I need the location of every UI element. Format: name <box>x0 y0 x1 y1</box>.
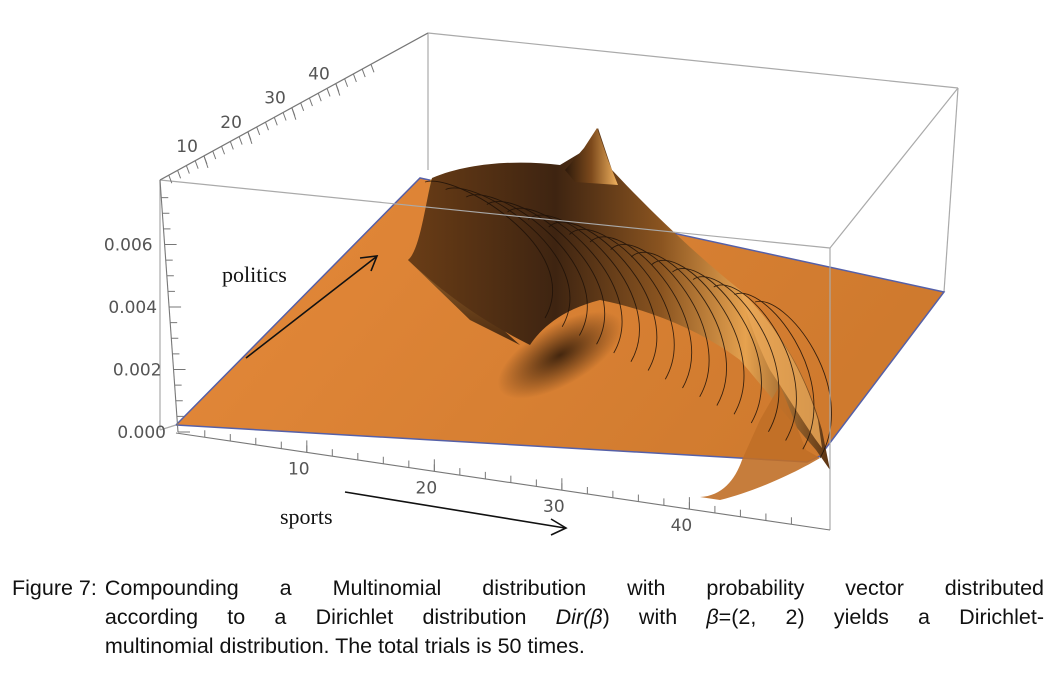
politics-minor-tick <box>168 175 173 184</box>
surface-mesh-line <box>630 251 727 406</box>
politics-tick-label: 30 <box>264 89 286 109</box>
sports-axis-label: sports <box>280 504 333 529</box>
surface-mesh-line <box>589 236 692 389</box>
politics-minor-tick <box>256 126 261 136</box>
surface-plot: 10 20 30 40 10 20 30 40 0.000 0.002 0.004 0.006 pol… <box>104 32 959 537</box>
politics-minor-tick <box>265 121 269 131</box>
surface-mesh-line <box>734 292 815 450</box>
politics-major-tick <box>247 131 253 144</box>
politics-tick-label: 10 <box>176 137 198 157</box>
politics-minor-tick <box>185 165 190 174</box>
surface-mesh-line <box>610 243 710 397</box>
surface-front-edge <box>700 385 820 500</box>
caption-label: Figure 7: <box>12 576 97 600</box>
tick-labels: 10 20 30 40 10 20 30 40 0.000 0.002 0.004 0.006 <box>104 65 692 537</box>
z-tick-label: 0.004 <box>108 298 157 318</box>
politics-minor-tick <box>177 170 182 179</box>
sports-arrow <box>344 491 568 536</box>
surface-mesh-lines <box>424 180 832 459</box>
politics-minor-tick <box>317 93 322 102</box>
sports-tick-label: 30 <box>543 497 565 517</box>
surface-right-flank <box>740 290 822 448</box>
z-tick-label: 0.000 <box>117 423 166 443</box>
politics-minor-tick <box>326 88 331 97</box>
politics-minor-tick <box>273 117 278 126</box>
politics-minor-tick <box>229 141 234 150</box>
caption-line-3: multinomial distribution. The total tria… <box>104 634 585 658</box>
figure-caption: Figure 7: Compounding a Multinomial dist… <box>12 574 1044 661</box>
politics-major-tick <box>335 83 341 96</box>
politics-major-tick <box>203 155 209 169</box>
box-front-edges <box>159 87 959 530</box>
surface-mesh-line <box>713 284 797 441</box>
surface-mesh-line <box>466 194 588 336</box>
surface-mesh-line <box>692 276 780 432</box>
surface-mesh-line <box>527 214 640 362</box>
politics-axis-label: politics <box>222 262 287 287</box>
surface-mesh-line <box>672 268 762 424</box>
politics-major-tick <box>291 107 297 120</box>
politics-minor-tick <box>370 64 375 73</box>
politics-minor-tick <box>238 136 243 145</box>
politics-minor-tick <box>212 150 217 160</box>
politics-minor-tick <box>308 97 313 107</box>
surface-mesh-line <box>651 259 745 415</box>
surface-floor <box>174 177 946 463</box>
surface-mesh-line <box>445 187 571 327</box>
politics-minor-tick <box>282 112 287 121</box>
surface-mesh-line <box>424 180 553 319</box>
politics-minor-tick <box>300 102 305 112</box>
politics-tick-label: 40 <box>308 65 330 85</box>
surface-mesh-line <box>486 201 605 345</box>
politics-minor-tick <box>221 146 226 155</box>
tick-marks <box>161 64 792 525</box>
z-tick-label: 0.006 <box>104 236 153 256</box>
surface-mesh-line <box>507 207 623 354</box>
sports-tick-label: 20 <box>416 478 438 498</box>
caption-line-1: Compounding a Multinomial distribution w… <box>104 576 1044 600</box>
sports-tick-label: 40 <box>671 516 693 536</box>
caption-body: Compounding a Multinomial distribution w… <box>105 574 1044 661</box>
politics-arrow <box>245 255 379 359</box>
z-tick-label: 0.002 <box>113 361 162 381</box>
politics-minor-tick <box>194 160 199 169</box>
surface-shadow <box>497 311 623 399</box>
surface-mesh-line <box>548 221 658 371</box>
politics-minor-tick <box>361 68 366 78</box>
sports-tick-label: 10 <box>288 459 310 479</box>
caption-line-2: according to a Dirichlet distribution Di… <box>104 605 1044 629</box>
surface-mesh-line <box>569 228 675 380</box>
politics-minor-tick <box>352 73 357 83</box>
politics-minor-tick <box>344 78 349 87</box>
axes <box>159 32 831 531</box>
surface-spike <box>565 128 618 185</box>
politics-tick-label: 20 <box>220 113 242 133</box>
